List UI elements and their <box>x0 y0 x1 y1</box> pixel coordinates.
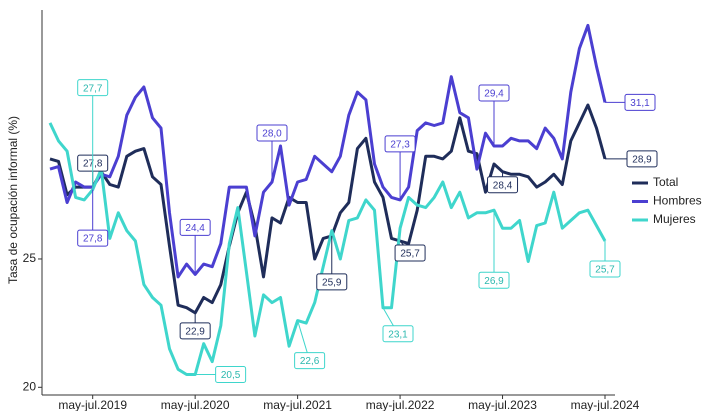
data-label: 25,7 <box>589 260 621 278</box>
label-box <box>77 229 109 247</box>
data-label: 27,7 <box>77 79 109 97</box>
label-box <box>624 93 656 111</box>
data-label-text: 23,1 <box>388 329 408 340</box>
data-label-text: 27,3 <box>390 140 410 151</box>
data-label: 23,1 <box>382 325 414 343</box>
data-label-text: 25,7 <box>595 265 615 276</box>
data-label-text: 28,0 <box>262 129 282 140</box>
label-box <box>478 84 510 102</box>
x-tick-label: may-jul.2021 <box>263 398 332 411</box>
y-tick-label: 25 <box>23 251 37 265</box>
label-box <box>316 273 348 291</box>
x-tick-label: may-jul.2019 <box>58 398 127 411</box>
data-label: 25,7 <box>394 244 426 262</box>
data-label: 22,6 <box>294 352 326 370</box>
label-box <box>478 271 510 289</box>
data-label: 22,9 <box>179 322 211 340</box>
label-box <box>256 124 288 142</box>
data-label: 29,4 <box>478 84 510 102</box>
x-tick-label: may-jul.2022 <box>366 398 435 411</box>
data-label: 27,8 <box>77 229 109 247</box>
label-box <box>179 322 211 340</box>
data-label: 26,9 <box>478 271 510 289</box>
x-tick-label: may-jul.2023 <box>468 398 537 411</box>
data-label-text: 22,9 <box>185 327 205 338</box>
label-box <box>589 260 621 278</box>
data-label-text: 22,6 <box>300 356 320 367</box>
data-label-text: 25,7 <box>400 249 420 260</box>
label-box <box>215 365 247 383</box>
label-box <box>77 79 109 97</box>
legend-label: Mujeres <box>653 212 696 226</box>
legend-label: Hombres <box>653 194 702 208</box>
data-label: 25,9 <box>316 273 348 291</box>
data-label: 20,5 <box>215 365 247 383</box>
legend-label: Total <box>653 175 678 189</box>
series-line <box>49 23 607 279</box>
data-label: 28,9 <box>626 150 658 168</box>
data-label-text: 27,8 <box>83 234 103 245</box>
label-box <box>179 218 211 236</box>
y-tick-label: 20 <box>23 379 37 393</box>
data-label: 28,4 <box>487 176 519 194</box>
data-label-text: 27,7 <box>83 83 103 94</box>
data-label: 31,1 <box>624 93 656 111</box>
data-label-text: 25,9 <box>322 278 342 289</box>
data-label-text: 28,4 <box>493 180 513 191</box>
data-label-text: 26,9 <box>484 276 504 287</box>
x-tick-label: may-jul.2020 <box>161 398 230 411</box>
label-box <box>487 176 519 194</box>
data-label-text: 24,4 <box>185 223 205 234</box>
data-label: 28,0 <box>256 124 288 142</box>
label-box <box>626 150 658 168</box>
data-label-text: 29,4 <box>484 89 504 100</box>
data-label-text: 20,5 <box>221 370 241 381</box>
series-line <box>48 122 607 376</box>
y-axis-label: Tasa de ocupación informal (%) <box>6 116 20 284</box>
label-box <box>382 325 414 343</box>
label-box <box>294 352 326 370</box>
label-box <box>384 135 416 153</box>
data-label-text: 31,1 <box>630 98 650 109</box>
data-label-text: 28,9 <box>632 155 652 166</box>
series-line <box>49 103 607 315</box>
label-box <box>394 244 426 262</box>
data-label: 27,3 <box>384 135 416 153</box>
x-tick-label: may-jul.2024 <box>571 398 640 411</box>
data-label: 24,4 <box>179 218 211 236</box>
